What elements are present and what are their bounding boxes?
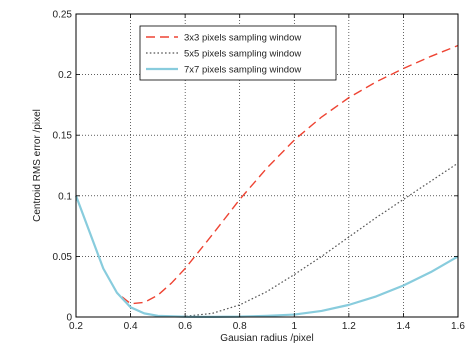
plot-frame: [75, 13, 459, 318]
x-tick-label: 0.2: [69, 321, 83, 332]
legend-label-5x5: 5x5 pixels sampling window: [184, 49, 301, 60]
x-tick-label: 0.8: [233, 321, 247, 332]
y-tick-label: 0: [66, 313, 72, 324]
x-axis-label: Gausian radius /pixel: [220, 333, 313, 344]
gridlines: [76, 14, 458, 317]
x-tick-label: 0.6: [178, 321, 192, 332]
y-tick-label: 0.25: [53, 10, 73, 21]
y-tick-label: 0.15: [53, 131, 73, 142]
x-tick-label: 0.4: [124, 321, 138, 332]
x-tick-label: 1.2: [342, 321, 356, 332]
x-tick-label: 1: [292, 321, 298, 332]
series-line-0: [75, 44, 459, 305]
legend-label-3x3: 3x3 pixels sampling window: [184, 33, 301, 44]
y-tick-label: 0.05: [53, 252, 73, 263]
x-tick-label: 1.4: [396, 321, 410, 332]
axis-ticks: 0.2 0.4 0.6 0.8 1 1.2 1.4 1.6 0 0.05 0.1 0.15 0.2 0.2…: [53, 10, 466, 333]
x-tick-label: 1.6: [451, 321, 465, 332]
legend-label-7x7: 7x7 pixels sampling window: [184, 65, 301, 76]
y-tick-label: 0.2: [58, 70, 72, 81]
legend: 3x3 pixels sampling window 5x5 pixels sa…: [139, 25, 337, 81]
y-axis-label: Centroid RMS error /pixel: [32, 109, 43, 222]
y-tick-label: 0.1: [58, 191, 72, 202]
